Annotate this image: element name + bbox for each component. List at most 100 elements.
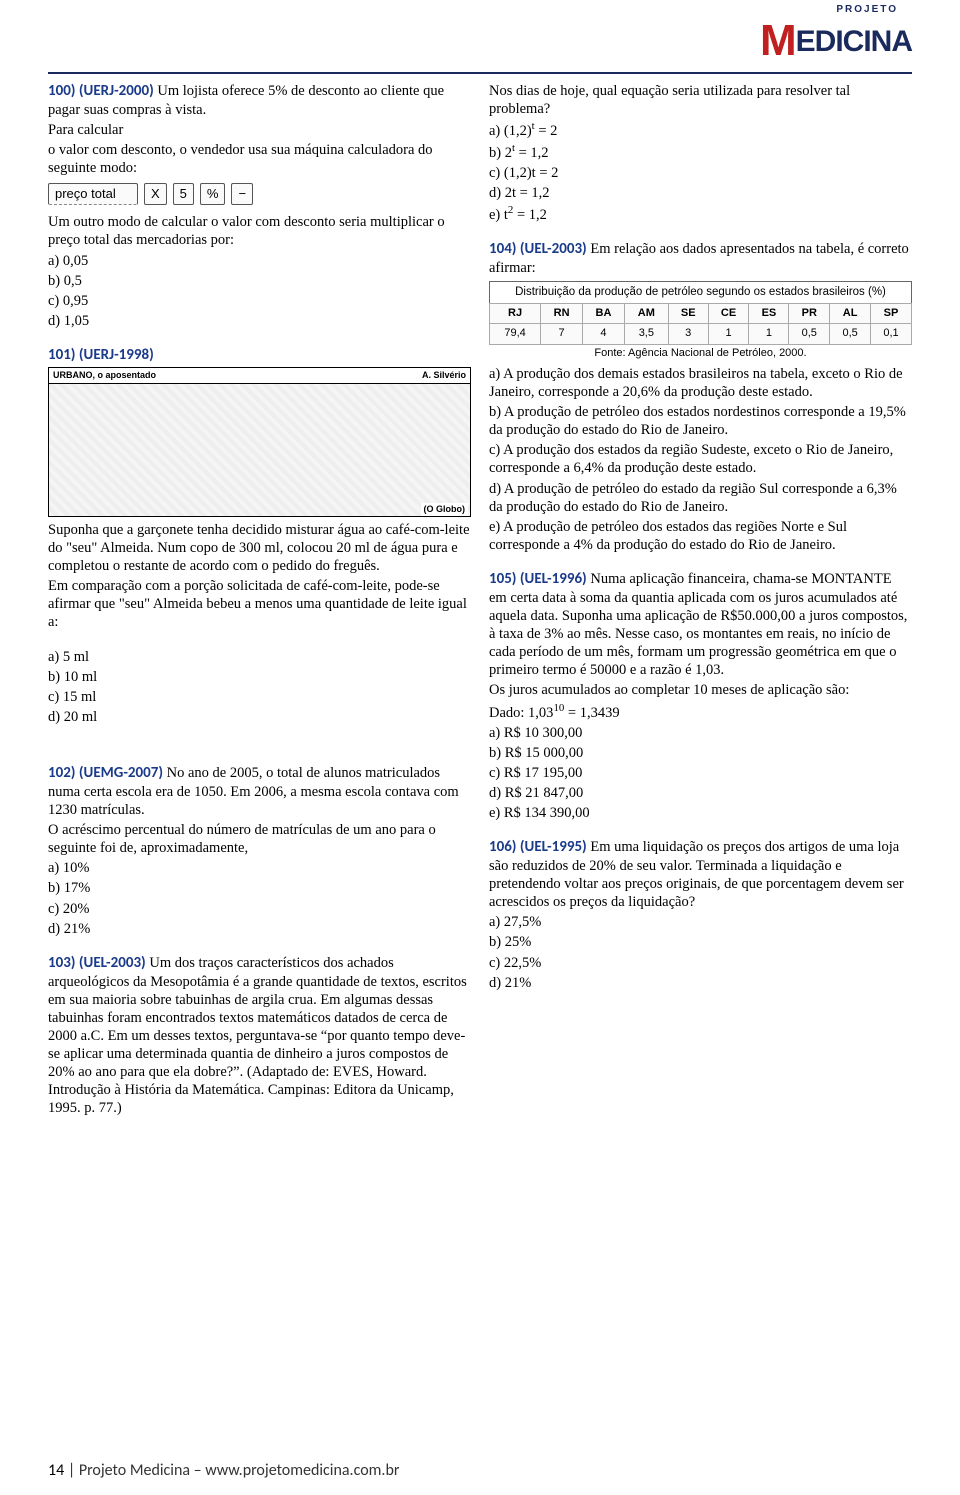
q101-opt-d: d) 20 ml <box>48 708 471 726</box>
q102-body2: O acréscimo percentual do número de matr… <box>48 821 471 857</box>
right-column: Nos dias de hoje, qual equação seria uti… <box>489 82 912 1134</box>
th: RN <box>541 303 583 324</box>
td: 3 <box>668 324 708 345</box>
q100-opt-d: d) 1,05 <box>48 312 471 330</box>
q100-tag: 100) (UERJ-2000) <box>48 82 154 100</box>
td: 0,1 <box>871 324 912 345</box>
td: 0,5 <box>830 324 871 345</box>
th: RJ <box>490 303 541 324</box>
footer-site: Projeto Medicina – www.projetomedicina.c… <box>79 1461 400 1480</box>
table-source: Fonte: Agência Nacional de Petróleo, 200… <box>489 347 912 361</box>
q104-tag: 104) (UEL-2003) <box>489 240 587 258</box>
q105-opt-b: b) R$ 15 000,00 <box>489 744 912 762</box>
q105-opt-a: a) R$ 10 300,00 <box>489 724 912 742</box>
q103r-opt-a: a) (1,2)t = 2 <box>489 120 912 140</box>
q102-opt-b: b) 17% <box>48 879 471 897</box>
question-100: 100) (UERJ-2000) Um lojista oferece 5% d… <box>48 82 471 330</box>
q104-opt-a: a) A produção dos demais estados brasile… <box>489 365 912 401</box>
question-105: 105) (UEL-1996) Numa aplicação financeir… <box>489 570 912 822</box>
q105-dado: Dado: 1,0310 = 1,3439 <box>489 702 912 722</box>
footer-sep: | <box>64 1461 79 1480</box>
logo-top: PROJETO <box>712 4 912 17</box>
q105-opt-c: c) R$ 17 195,00 <box>489 764 912 782</box>
q100-line4: Um outro modo de calcular o valor com de… <box>48 213 471 249</box>
question-101: 101) (UERJ-1998) URBANO, o aposentado A.… <box>48 346 471 726</box>
question-106: 106) (UEL-1995) Em uma liquidação os pre… <box>489 838 912 992</box>
comic-source: (O Globo) <box>421 503 469 516</box>
td: 79,4 <box>490 324 541 345</box>
q102-opt-c: c) 20% <box>48 900 471 918</box>
calculator-diagram: preço total X 5 % − <box>48 183 471 205</box>
comic-author: A. Silvério <box>422 370 466 381</box>
td: 3,5 <box>624 324 668 345</box>
comic-title: URBANO, o aposentado <box>53 370 156 381</box>
q102-opt-d: d) 21% <box>48 920 471 938</box>
calc-5: 5 <box>173 183 194 205</box>
th: SE <box>668 303 708 324</box>
td: 7 <box>541 324 583 345</box>
q100-opt-b: b) 0,5 <box>48 272 471 290</box>
header-rule <box>48 72 912 74</box>
q103r-p1: Nos dias de hoje, qual equação seria uti… <box>489 82 912 118</box>
q101-p1: Suponha que a garçonete tenha decidido m… <box>48 521 471 575</box>
q106-opt-a: a) 27,5% <box>489 913 912 931</box>
q103r-opt-d: d) 2t = 1,2 <box>489 184 912 202</box>
comic-strip: URBANO, o aposentado A. Silvério (O Glob… <box>48 367 471 517</box>
q102-tag: 102) (UEMG-2007) <box>48 764 163 782</box>
q101-opt-a: a) 5 ml <box>48 648 471 666</box>
th: CE <box>708 303 749 324</box>
q103r-opt-e: e) t2 = 1,2 <box>489 204 912 224</box>
page-footer: 14 | Projeto Medicina – www.projetomedic… <box>48 1461 399 1481</box>
q104-opt-e: e) A produção de petróleo dos estados da… <box>489 518 912 554</box>
q104-opt-c: c) A produção dos estados da região Sude… <box>489 441 912 477</box>
q100-opt-a: a) 0,05 <box>48 252 471 270</box>
q100-opt-c: c) 0,95 <box>48 292 471 310</box>
petroleum-table: Distribuição da produção de petróleo seg… <box>489 281 912 345</box>
table-row: RJ RN BA AM SE CE ES PR AL SP <box>490 303 912 324</box>
question-104: 104) (UEL-2003) Em relação aos dados apr… <box>489 240 912 554</box>
calc-preco: preço total <box>48 183 138 205</box>
calc-pct: % <box>200 183 226 205</box>
calc-x: X <box>144 183 167 205</box>
logo-main: MEDICINA <box>712 17 912 57</box>
q101-opt-b: b) 10 ml <box>48 668 471 686</box>
th: AM <box>624 303 668 324</box>
q105-tag: 105) (UEL-1996) <box>489 570 587 588</box>
q104-opt-d: d) A produção de petróleo do estado da r… <box>489 480 912 516</box>
logo: PROJETO MEDICINA <box>712 4 912 56</box>
td: 1 <box>749 324 789 345</box>
q104-opt-b: b) A produção de petróleo dos estados no… <box>489 403 912 439</box>
th: AL <box>830 303 871 324</box>
q102-opt-a: a) 10% <box>48 859 471 877</box>
table-row: 79,4 7 4 3,5 3 1 1 0,5 0,5 0,1 <box>490 324 912 345</box>
page-number: 14 <box>48 1461 64 1480</box>
th: ES <box>749 303 789 324</box>
petroleum-table-title: Distribuição da produção de petróleo seg… <box>489 281 912 302</box>
td: 4 <box>583 324 625 345</box>
q101-tag: 101) (UERJ-1998) <box>48 346 154 364</box>
question-103: 103) (UEL-2003) Um dos traços caracterís… <box>48 954 471 1118</box>
th: PR <box>789 303 830 324</box>
td: 0,5 <box>789 324 830 345</box>
q103-tag: 103) (UEL-2003) <box>48 954 146 972</box>
question-102: 102) (UEMG-2007) No ano de 2005, o total… <box>48 764 471 938</box>
q100-line3: o valor com desconto, o vendedor usa sua… <box>48 141 471 177</box>
th: SP <box>871 303 912 324</box>
q106-opt-d: d) 21% <box>489 974 912 992</box>
q101-opt-c: c) 15 ml <box>48 688 471 706</box>
q103-body: Um dos traços característicos dos achado… <box>48 955 467 1117</box>
q100-line2: Para calcular <box>48 121 471 139</box>
q106-opt-b: b) 25% <box>489 933 912 951</box>
left-column: 100) (UERJ-2000) Um lojista oferece 5% d… <box>48 82 471 1134</box>
td: 1 <box>708 324 749 345</box>
calc-minus: − <box>231 183 253 205</box>
q106-tag: 106) (UEL-1995) <box>489 838 587 856</box>
q106-opt-c: c) 22,5% <box>489 954 912 972</box>
q101-p2: Em comparação com a porção solicitada de… <box>48 577 471 631</box>
q105-body2: Os juros acumulados ao completar 10 mese… <box>489 681 912 699</box>
q105-opt-d: d) R$ 21 847,00 <box>489 784 912 802</box>
q105-opt-e: e) R$ 134 390,00 <box>489 804 912 822</box>
question-103-right: Nos dias de hoje, qual equação seria uti… <box>489 82 912 224</box>
th: BA <box>583 303 625 324</box>
q103r-opt-c: c) (1,2)t = 2 <box>489 164 912 182</box>
